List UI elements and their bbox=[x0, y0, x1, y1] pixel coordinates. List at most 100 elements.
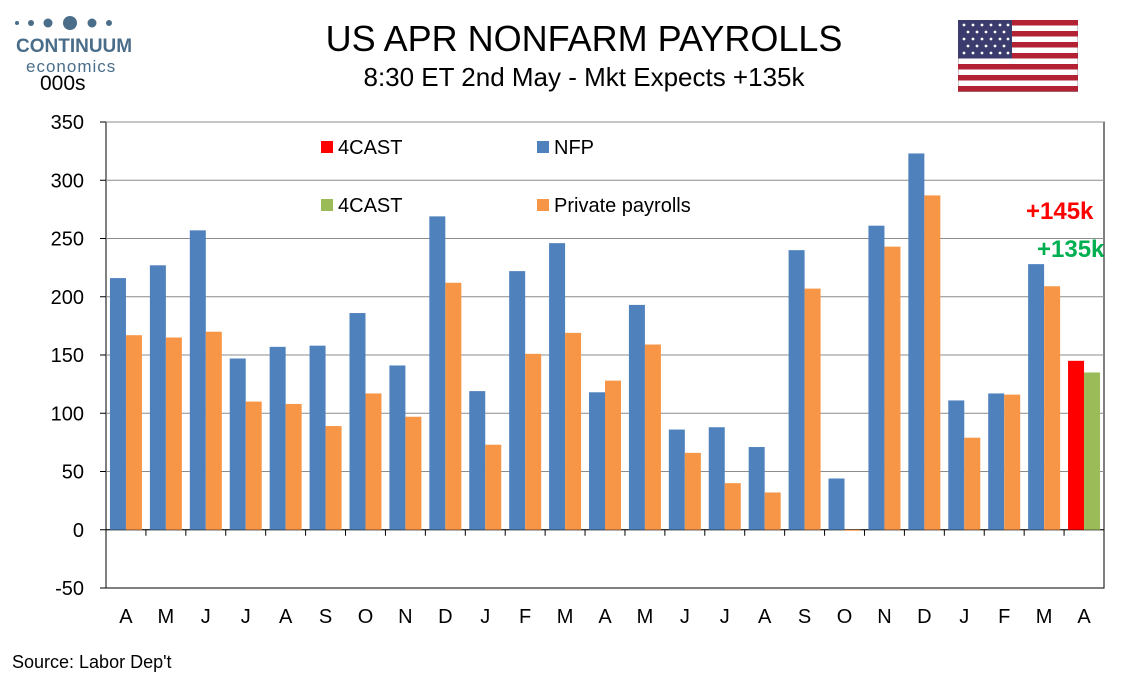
x-tick-label: A bbox=[1077, 606, 1091, 628]
x-tick-label: D bbox=[917, 606, 931, 628]
nfp-bar bbox=[1028, 264, 1045, 530]
private-payrolls-bar bbox=[804, 288, 821, 530]
y-tick-label: 50 bbox=[62, 462, 84, 484]
private-payrolls-bar bbox=[165, 337, 182, 530]
x-tick-label: S bbox=[798, 606, 811, 628]
forecast-private-bar bbox=[1084, 372, 1101, 530]
nfp-bar bbox=[828, 478, 845, 530]
x-tick-label: O bbox=[837, 606, 853, 628]
forecast-nfp-bar bbox=[1068, 360, 1085, 530]
y-tick-label: 200 bbox=[51, 287, 84, 309]
legend-label: 4CAST bbox=[338, 137, 402, 159]
private-payrolls-bar bbox=[924, 195, 941, 530]
x-tick-label: J bbox=[480, 606, 490, 628]
nfp-bar bbox=[269, 346, 286, 530]
legend-label: 4CAST bbox=[338, 195, 402, 217]
x-tick-label: M bbox=[158, 606, 175, 628]
source-note: Source: Labor Dep't bbox=[12, 652, 172, 672]
market-callout: +135k bbox=[1037, 236, 1105, 263]
legend-key-4cast-nfp bbox=[321, 141, 333, 153]
private-payrolls-bar bbox=[684, 452, 701, 530]
x-tick-label: M bbox=[1036, 606, 1053, 628]
nfp-bar bbox=[628, 304, 645, 530]
nfp-bar bbox=[549, 243, 566, 530]
private-payrolls-bar bbox=[245, 401, 262, 530]
private-payrolls-bar bbox=[724, 483, 741, 530]
x-tick-label: S bbox=[319, 606, 332, 628]
private-payrolls-bar bbox=[205, 331, 222, 530]
x-tick-label: A bbox=[598, 606, 612, 628]
nfp-bar bbox=[748, 447, 765, 530]
legend-label: NFP bbox=[554, 137, 594, 159]
legend-key-private-payrolls bbox=[537, 199, 549, 211]
y-tick-label: 350 bbox=[51, 112, 84, 134]
private-payrolls-bar bbox=[964, 437, 981, 530]
y-tick-label: 0 bbox=[73, 520, 84, 542]
nfp-bar bbox=[389, 365, 406, 530]
nfp-bar bbox=[708, 427, 725, 530]
x-tick-label: A bbox=[119, 606, 133, 628]
x-tick-label: N bbox=[398, 606, 412, 628]
nfp-bar bbox=[189, 230, 206, 530]
private-payrolls-bar bbox=[445, 282, 462, 530]
nfp-bar bbox=[109, 278, 126, 530]
private-payrolls-bar bbox=[565, 332, 582, 530]
y-tick-label: 250 bbox=[51, 229, 84, 251]
private-payrolls-bar bbox=[844, 529, 861, 531]
x-tick-label: F bbox=[519, 606, 531, 628]
private-payrolls-bar bbox=[325, 426, 342, 530]
nfp-bar bbox=[788, 250, 805, 530]
chart-title: US APR NONFARM PAYROLLS bbox=[325, 18, 843, 59]
private-payrolls-bar bbox=[764, 492, 781, 530]
private-payrolls-bar bbox=[125, 335, 142, 530]
private-payrolls-bar bbox=[644, 344, 661, 530]
private-payrolls-bar bbox=[605, 380, 621, 530]
x-tick-label: M bbox=[637, 606, 654, 628]
forecast-callout: +145k bbox=[1026, 198, 1094, 225]
x-tick-label: A bbox=[279, 606, 293, 628]
private-payrolls-bar bbox=[1044, 286, 1061, 530]
x-tick-label: M bbox=[557, 606, 574, 628]
nfp-bar bbox=[509, 271, 526, 530]
x-tick-label: O bbox=[358, 606, 374, 628]
private-payrolls-bar bbox=[365, 393, 382, 530]
private-payrolls-bar bbox=[405, 416, 422, 530]
units-label: 000s bbox=[40, 72, 86, 95]
nfp-bar bbox=[988, 393, 1005, 530]
private-payrolls-bar bbox=[1004, 394, 1021, 530]
x-tick-label: A bbox=[758, 606, 772, 628]
private-payrolls-bar bbox=[884, 246, 901, 530]
private-payrolls-bar bbox=[525, 353, 542, 530]
x-tick-label: J bbox=[680, 606, 690, 628]
nfp-bar bbox=[589, 392, 605, 530]
nfp-bar bbox=[469, 391, 486, 530]
nfp-bar bbox=[149, 265, 166, 530]
legend-key-4cast-private bbox=[321, 199, 333, 211]
us-flag-icon bbox=[958, 20, 1078, 92]
nfp-bar bbox=[229, 358, 246, 530]
x-tick-label: D bbox=[438, 606, 452, 628]
nfp-bar bbox=[948, 400, 965, 530]
legend-key-nfp bbox=[537, 141, 549, 153]
nfp-bar bbox=[429, 216, 446, 530]
x-tick-label: N bbox=[877, 606, 891, 628]
chart-subtitle: 8:30 ET 2nd May - Mkt Expects +135k bbox=[363, 62, 805, 92]
logo-dots-icon bbox=[15, 16, 112, 30]
brand-logo: CONTINUUM economics bbox=[10, 12, 140, 76]
nfp-bar bbox=[908, 153, 925, 530]
x-tick-label: J bbox=[959, 606, 969, 628]
y-tick-label: 150 bbox=[51, 345, 84, 367]
brand-name: CONTINUUM bbox=[16, 36, 133, 57]
nfp-bar bbox=[868, 225, 885, 530]
y-tick-label: 100 bbox=[51, 403, 84, 425]
nfp-bar bbox=[309, 345, 326, 530]
brand-sub: economics bbox=[26, 57, 117, 76]
private-payrolls-bar bbox=[285, 403, 302, 530]
nfp-bar bbox=[668, 429, 685, 530]
x-tick-label: J bbox=[720, 606, 730, 628]
y-tick-label: -50 bbox=[55, 578, 84, 600]
private-payrolls-bar bbox=[485, 444, 502, 530]
legend-label: Private payrolls bbox=[554, 195, 691, 217]
x-tick-label: F bbox=[998, 606, 1010, 628]
